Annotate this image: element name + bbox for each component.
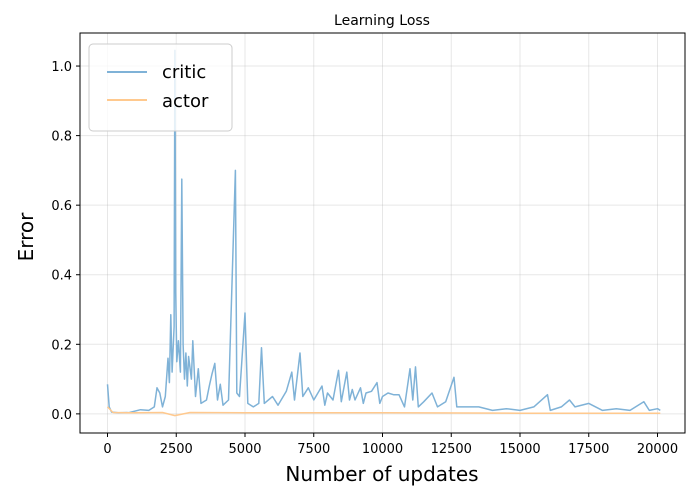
- legend-label-critic: critic: [162, 62, 206, 83]
- x-tick-label: 15000: [499, 442, 540, 457]
- x-tick-label: 7500: [297, 442, 330, 457]
- x-axis-label: Number of updates: [285, 462, 478, 486]
- y-tick-label: 0.8: [51, 130, 72, 145]
- x-tick-label: 0: [103, 442, 111, 457]
- chart-title: Learning Loss: [334, 13, 430, 29]
- x-tick-label: 20000: [637, 442, 678, 457]
- y-axis-label: Error: [14, 212, 38, 262]
- x-tick-label: 10000: [362, 442, 403, 457]
- y-axis-ticks: 0.0 0.2 0.4 0.6 0.8 1.0: [51, 60, 80, 423]
- x-tick-label: 2500: [160, 442, 193, 457]
- x-tick-label: 17500: [568, 442, 609, 457]
- y-tick-label: 0.6: [51, 199, 72, 214]
- x-axis-ticks: 0 2500 5000 7500 10000 12500 15000 17500 20000: [103, 433, 678, 457]
- x-tick-label: 5000: [228, 442, 261, 457]
- legend: critic actor: [88, 43, 233, 132]
- y-tick-label: 0.4: [51, 269, 72, 284]
- series-line-actor: [106, 406, 661, 417]
- x-tick-label: 12500: [431, 442, 472, 457]
- legend-label-actor: actor: [162, 91, 209, 112]
- y-tick-label: 0.2: [51, 338, 72, 353]
- series-line-critic: [106, 49, 661, 414]
- legend-box: [88, 43, 233, 132]
- series-layer: [106, 49, 661, 417]
- y-tick-label: 1.0: [51, 60, 72, 75]
- y-tick-label: 0.0: [51, 408, 72, 423]
